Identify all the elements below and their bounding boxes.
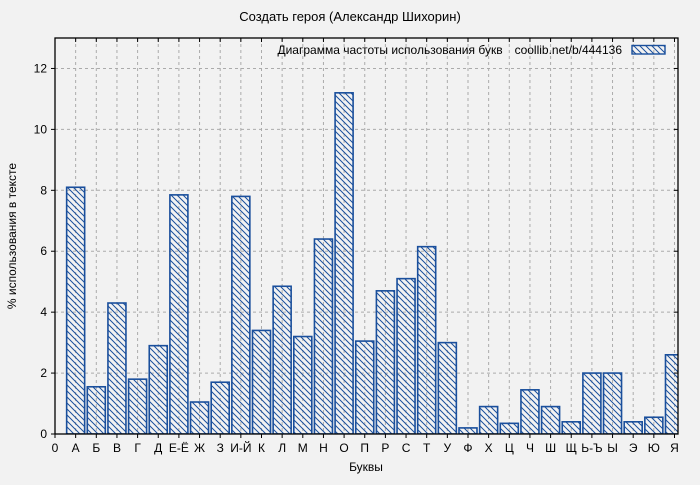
y-tick-label-0: 0 [40,427,47,441]
x-tick-label-Ш: Ш [545,441,556,455]
x-tick-label-Л: Л [278,441,286,455]
x-tick-label-Х: Х [485,441,493,455]
bar-У [437,341,458,434]
bar-Ш [540,405,561,434]
bar-К [251,329,272,434]
bar-Т [416,245,437,434]
bar-Ь-Ъ [582,372,602,434]
x-tick-label-К: К [258,441,265,455]
x-tick-label-Ч: Ч [526,441,534,455]
legend-swatch [631,44,666,55]
bar-З [210,381,230,434]
y-tick-label-10: 10 [34,122,48,136]
x-tick-label-Д: Д [154,441,162,455]
x-tick-label-С: С [402,441,411,455]
bar-В [107,302,127,434]
x-tick-label-Э: Э [629,441,638,455]
y-tick-label-6: 6 [40,244,47,258]
y-tick-label-4: 4 [40,305,47,319]
bar-Ы [602,372,623,434]
x-tick-label-П: П [360,441,369,455]
x-tick-label-Ь-Ъ: Ь-Ъ [581,441,602,455]
x-tick-label-Т: Т [423,441,431,455]
bar-Р [375,290,396,434]
bar-Ю [644,416,664,434]
bar-Н [313,238,334,434]
bar-Я [664,353,678,434]
x-tick-label-Н: Н [319,441,328,455]
bar-Г [127,378,148,434]
x-tick-label-И-Й: И-Й [230,440,251,455]
legend-title-text: Диаграмма частоты использования букв [277,43,502,57]
legend-source-text: coollib.net/b/444136 [515,43,623,57]
bar-Щ [561,421,582,434]
bars-group [65,92,678,434]
bar-Ж [189,401,210,434]
axis-ticks [51,38,678,438]
legend-swatch-rect [631,44,666,55]
x-tick-label-Е-Ё: Е-Ё [169,441,189,455]
x-tick-label-З: З [217,441,224,455]
x-tick-label-У: У [444,441,452,455]
x-tick-label-О: О [339,441,348,455]
bar-Ч [520,389,540,434]
bar-С [396,277,416,434]
x-tick-label-Ы: Ы [607,441,618,455]
x-axis-title: Буквы [349,460,383,474]
bar-О [334,92,354,434]
bar-Б [86,385,107,434]
bar-П [354,340,375,434]
x-tick-label-А: А [72,441,80,455]
x-tick-label-Г: Г [134,441,141,455]
bar-Л [272,285,292,434]
x-tick-label-Р: Р [381,441,389,455]
plot-frame [54,37,679,435]
x-tick-label-origin: 0 [52,441,59,455]
x-tick-label-Б: Б [92,441,100,455]
y-tick-label-12: 12 [34,61,48,75]
bar-Е-Ё [169,194,189,434]
bar-Ф [458,427,478,434]
x-tick-label-Я: Я [670,441,679,455]
bar-Э [623,421,643,434]
x-tick-label-Ц: Ц [505,441,514,455]
chart-title: Создать героя (Александр Шихорин) [239,9,461,24]
bar-М [292,335,313,434]
bar-А [65,186,86,434]
x-tick-label-Ф: Ф [463,441,472,455]
bar-Х [478,405,499,434]
y-axis-title: % использования в тексте [5,163,19,309]
y-tick-label-2: 2 [40,366,47,380]
x-tick-label-Ж: Ж [194,441,205,455]
y-tick-label-8: 8 [40,183,47,197]
legend-label: Диаграмма частоты использования букв cool… [277,43,622,57]
x-tick-label-В: В [113,441,121,455]
x-tick-label-Щ: Щ [566,441,577,455]
tick-labels: 0 А Б В Г Д Е-Ё Ж З И-Й К Л М Н О П Р С Т У Ф Х Ц Ч Ш Щ Ь-Ъ Ы Э Ю Я024… [34,61,679,455]
bar-Ц [499,422,520,434]
frame-rect [54,37,679,435]
x-tick-label-Ю: Ю [648,441,660,455]
bar-И-Й [231,195,251,434]
bar-Д [148,344,169,434]
x-tick-label-М: М [298,441,308,455]
